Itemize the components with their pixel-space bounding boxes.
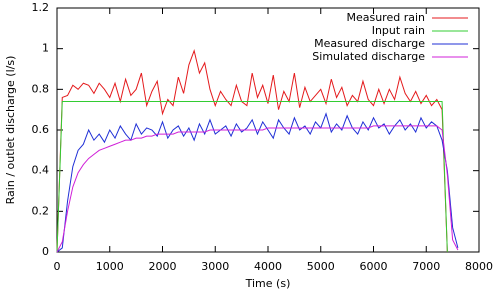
y-tick-label: 1.2: [32, 1, 50, 14]
y-tick-label: 0: [42, 245, 49, 258]
series-line: [56, 48, 448, 253]
series-line: [56, 112, 459, 253]
y-tick-label: 0.8: [32, 82, 50, 95]
y-axis-label: Rain / outlet discharge (l/s): [4, 56, 17, 205]
legend-label: Simulated discharge: [312, 50, 425, 63]
legend-label: Input rain: [372, 24, 425, 37]
y-tick-label: 0.2: [32, 204, 50, 217]
x-axis-label: Time (s): [245, 277, 291, 290]
x-tick-label: 2000: [149, 260, 177, 273]
y-tick-label: 1: [42, 42, 49, 55]
x-tick-label: 5000: [307, 260, 335, 273]
x-tick-label: 1000: [96, 260, 124, 273]
x-tick-label: 7000: [412, 260, 440, 273]
x-tick-label: 8000: [465, 260, 493, 273]
y-tick-label: 0.6: [32, 123, 50, 136]
series-line: [56, 125, 459, 253]
x-tick-label: 6000: [360, 260, 388, 273]
x-tick-label: 4000: [254, 260, 282, 273]
legend-label: Measured discharge: [314, 37, 425, 50]
y-tick-label: 0.4: [32, 164, 50, 177]
legend-label: Measured rain: [346, 11, 425, 24]
x-tick-label: 3000: [201, 260, 229, 273]
series-line: [56, 101, 448, 253]
x-tick-label: 0: [54, 260, 61, 273]
